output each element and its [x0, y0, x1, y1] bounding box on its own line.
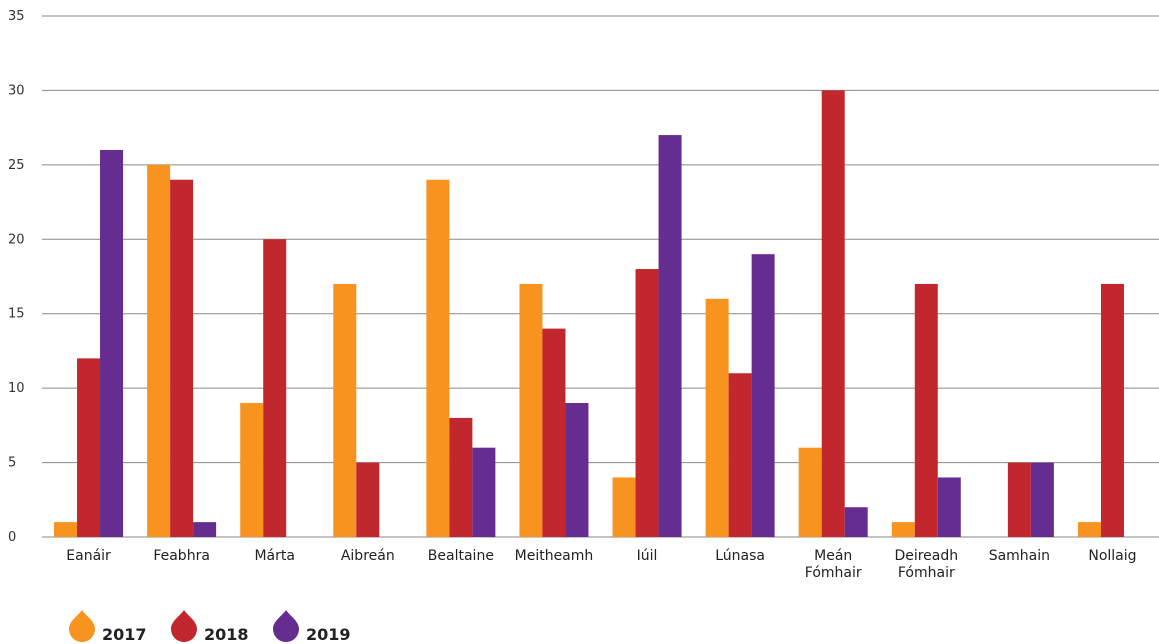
y-axis-tick-labels: 0 5 10 15 20 25 30 35 [8, 9, 25, 545]
x-category-label: Bealtaine [428, 548, 494, 564]
legend-label: 2018 [204, 625, 249, 644]
bar [426, 179, 450, 537]
bar [240, 403, 264, 537]
x-category-label: Aibreán [341, 548, 395, 564]
x-category-label: Nollaig [1088, 548, 1136, 564]
bar-series [54, 90, 1124, 538]
bar [472, 447, 496, 537]
x-category-label: Iúil [637, 548, 658, 564]
bar [77, 358, 101, 537]
legend-droplet-icon [273, 610, 299, 642]
bar [844, 507, 868, 537]
bar [1007, 462, 1031, 537]
x-category-label: Eanáir [66, 548, 111, 564]
bar [798, 447, 822, 537]
bar [728, 373, 752, 537]
bar [263, 239, 287, 538]
x-category-label: Lúnasa [715, 548, 765, 564]
bar [1030, 462, 1054, 537]
legend-item-2017: 2017 [69, 610, 147, 644]
bar [542, 328, 566, 537]
legend-label: 2019 [306, 625, 351, 644]
series-2018 [77, 90, 1124, 538]
bar [1077, 522, 1101, 537]
bar [170, 179, 194, 537]
legend-label: 2017 [102, 625, 147, 644]
x-category-label: Márta [254, 548, 294, 564]
legend-item-2019: 2019 [273, 610, 351, 644]
bar [658, 135, 682, 538]
x-category-label: Meitheamh [515, 548, 594, 564]
x-axis-category-labels: Eanáir Feabhra Márta Aibreán Bealtaine Meithe… [66, 548, 1136, 581]
bar [635, 269, 659, 537]
bar [356, 462, 380, 537]
bar [54, 522, 78, 537]
x-category-label: Meán Fómhair [805, 548, 862, 581]
bar [100, 149, 124, 537]
y-tick-label: 5 [8, 456, 16, 471]
legend-droplet-icon [171, 610, 197, 642]
x-category-label: Samhain [989, 548, 1050, 564]
y-tick-label: 15 [8, 307, 25, 322]
bar [1100, 283, 1124, 537]
bar [705, 298, 729, 537]
y-tick-label: 0 [8, 530, 16, 545]
series-2019 [100, 135, 1054, 538]
x-category-label: Deireadh Fómhair [894, 548, 958, 581]
bar [519, 283, 543, 537]
y-tick-label: 10 [8, 381, 25, 396]
bar [449, 417, 473, 537]
gridlines [42, 15, 1159, 538]
bar [751, 254, 775, 537]
bar [937, 477, 961, 537]
y-tick-label: 20 [8, 232, 25, 247]
bar [193, 522, 217, 537]
bar [891, 522, 915, 537]
bar [612, 477, 636, 537]
x-category-label: Feabhra [153, 548, 210, 564]
bar [565, 403, 589, 537]
legend-item-2018: 2018 [171, 610, 249, 644]
legend-droplet-icon [69, 610, 95, 642]
bar [821, 90, 845, 537]
y-tick-label: 30 [8, 83, 25, 98]
bar [147, 164, 171, 537]
series-2017 [54, 164, 1101, 537]
bar [914, 283, 938, 537]
legend: 2017 2018 2019 [69, 610, 351, 644]
y-tick-label: 25 [8, 158, 25, 173]
bar [333, 283, 357, 537]
y-tick-label: 35 [8, 9, 25, 24]
